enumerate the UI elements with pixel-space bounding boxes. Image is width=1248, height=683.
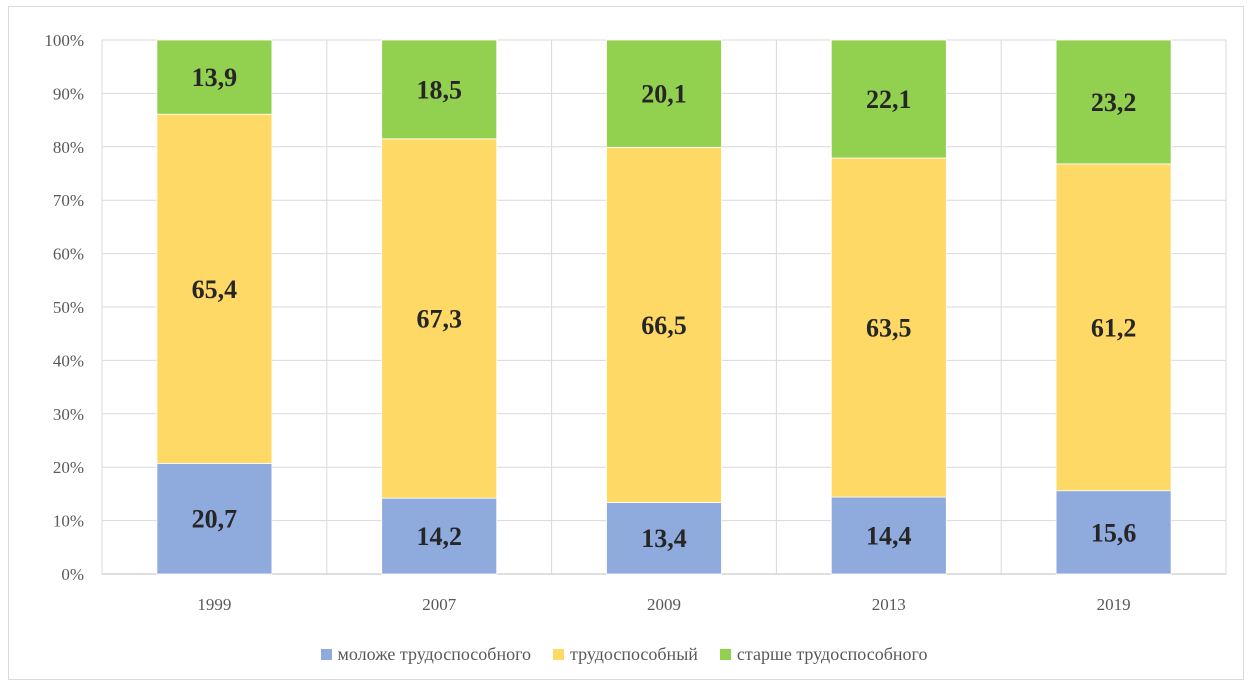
y-tick-label: 80%	[53, 138, 84, 157]
bar-segment-working-1999	[156, 113, 273, 464]
bars: 20,7 65,4 13,9 14,2 67,3 18,5 13,4 66,5 20,1 14,4…	[156, 39, 1172, 575]
x-axis-ticks: 1999 2007 2009 2013 2019	[197, 595, 1130, 614]
bar-segment-older-2009	[606, 39, 722, 148]
legend-label-younger: моложе трудоспособного	[337, 644, 532, 664]
data-label: 18,5	[416, 75, 462, 104]
legend-item-working: трудоспособный	[553, 644, 698, 665]
bar-segment-older-1999	[156, 39, 273, 115]
y-tick-label: 40%	[53, 351, 84, 370]
data-label: 14,2	[416, 522, 462, 551]
x-tick-label: 2007	[422, 595, 457, 614]
y-tick-label: 90%	[53, 84, 84, 103]
bar-segment-younger-2007	[381, 497, 498, 575]
x-tick-label: 2009	[647, 595, 681, 614]
legend-item-younger: моложе трудоспособного	[320, 644, 532, 665]
data-label: 13,9	[192, 63, 238, 92]
y-tick-label: 10%	[53, 512, 84, 531]
bar-segment-older-2019	[1055, 39, 1172, 165]
data-label: 14,4	[866, 522, 912, 551]
stacked-bar-chart: 0% 10% 20% 30% 40% 50% 60% 70% 80% 90% 100% 20,7 65…	[44, 31, 1227, 614]
data-label: 63,5	[866, 314, 912, 343]
legend: моложе трудоспособного трудоспособный ст…	[0, 644, 1248, 665]
data-label: 15,6	[1091, 518, 1137, 547]
x-tick-label: 1999	[197, 595, 231, 614]
x-tick-label: 2013	[872, 595, 906, 614]
bar-segment-working-2007	[381, 138, 498, 499]
bar-segment-working-2013	[830, 157, 947, 498]
y-tick-label: 60%	[53, 245, 84, 264]
data-label: 13,4	[641, 524, 687, 553]
y-tick-label: 100%	[44, 31, 84, 50]
data-label: 20,1	[641, 80, 687, 109]
legend-swatch-older	[719, 649, 731, 660]
data-label: 66,5	[641, 311, 687, 340]
legend-label-older: старше трудоспособного	[736, 644, 928, 664]
bar-segment-working-2019	[1055, 163, 1172, 492]
bar-segment-older-2007	[381, 39, 498, 140]
bar-segment-working-2009	[606, 146, 722, 503]
bar-segment-younger-2019	[1055, 490, 1172, 575]
data-label: 22,1	[866, 85, 912, 114]
data-label: 20,7	[192, 505, 238, 534]
legend-swatch-working	[553, 649, 565, 660]
y-tick-label: 20%	[53, 458, 84, 477]
bar-segment-older-2013	[830, 39, 947, 159]
legend-label-working: трудоспособный	[570, 644, 698, 664]
data-label: 61,2	[1091, 313, 1137, 342]
y-axis-ticks: 0% 10% 20% 30% 40% 50% 60% 70% 80% 90% 100%	[44, 31, 84, 584]
legend-item-older: старше трудоспособного	[719, 644, 928, 665]
bar-segment-younger-2013	[830, 496, 947, 575]
data-label: 23,2	[1091, 88, 1137, 117]
y-tick-label: 70%	[53, 191, 84, 210]
data-label: 65,4	[192, 275, 238, 304]
y-tick-label: 50%	[53, 298, 84, 317]
data-label: 67,3	[416, 304, 462, 333]
y-tick-label: 30%	[53, 405, 84, 424]
legend-swatch-younger	[320, 649, 332, 660]
y-tick-label: 0%	[61, 565, 84, 584]
x-tick-label: 2019	[1097, 595, 1131, 614]
